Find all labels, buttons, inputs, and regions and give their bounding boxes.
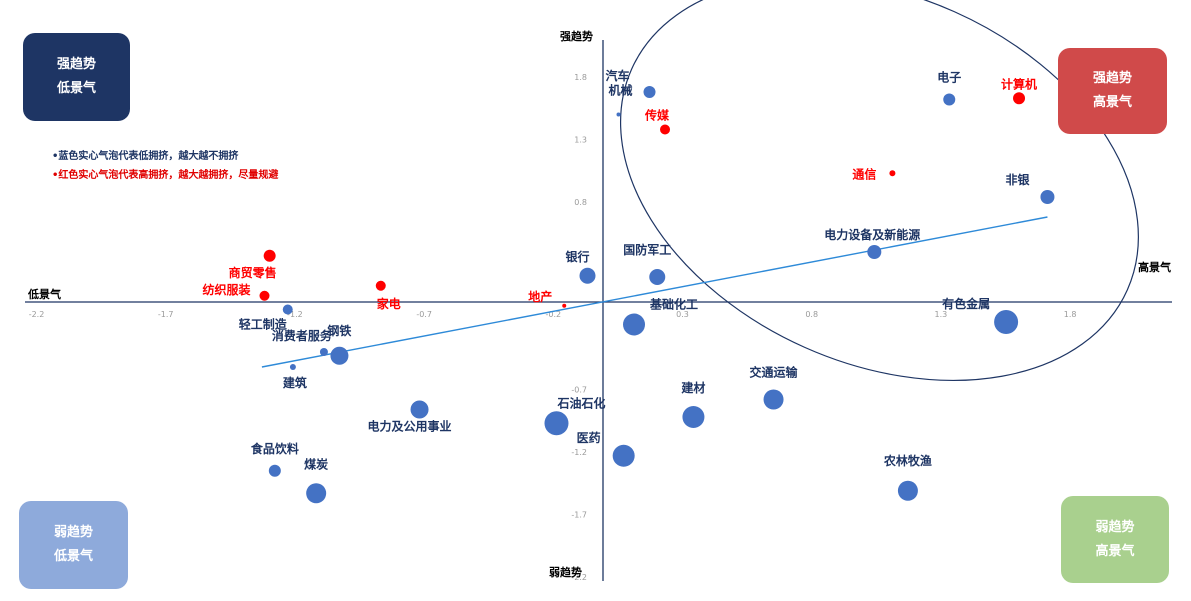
quadrant-label-line2: 高景气 bbox=[1095, 543, 1135, 559]
legend-note-red: •红色实心气泡代表高拥挤，越大越拥挤，尽量规避 bbox=[52, 170, 279, 181]
point-电子 bbox=[943, 93, 956, 106]
point-基础化工 bbox=[623, 313, 646, 336]
point-label: 有色金属 bbox=[942, 296, 990, 311]
quadrant-strong-trend-high-prosperity: 强趋势 高景气 bbox=[1058, 48, 1167, 134]
point-医药 bbox=[612, 444, 635, 467]
point-通信 bbox=[889, 170, 896, 177]
point-label: 交通运输 bbox=[750, 365, 799, 380]
point-地产 bbox=[562, 303, 567, 308]
point-钢铁 bbox=[330, 346, 349, 365]
quadrant-strong-trend-low-prosperity: 强趋势 低景气 bbox=[23, 33, 130, 121]
point-机械 bbox=[616, 112, 621, 117]
x-tick-label: -0.7 bbox=[416, 310, 432, 319]
x-tick-label: 0.8 bbox=[805, 310, 818, 319]
point-label: 计算机 bbox=[1001, 76, 1037, 91]
point-label: 家电 bbox=[377, 296, 401, 311]
point-交通运输 bbox=[763, 389, 784, 410]
point-label: 建材 bbox=[680, 380, 705, 395]
point-label: 建筑 bbox=[282, 375, 307, 390]
x-tick-label: -0.2 bbox=[546, 310, 562, 319]
point-石油石化 bbox=[544, 411, 569, 436]
quadrant-label-line1: 弱趋势 bbox=[1095, 519, 1135, 535]
point-label: 银行 bbox=[565, 249, 589, 264]
y-tick-label: -1.7 bbox=[571, 511, 587, 520]
point-label: 食品饮料 bbox=[250, 441, 299, 456]
point-商贸零售 bbox=[263, 249, 276, 262]
point-label: 电子 bbox=[937, 70, 961, 85]
point-label: 基础化工 bbox=[649, 297, 698, 312]
point-国防军工 bbox=[649, 269, 666, 285]
point-银行 bbox=[579, 267, 596, 284]
y-axis-label-bottom: 弱趋势 bbox=[549, 565, 582, 579]
point-label: 医药 bbox=[577, 430, 601, 445]
y-axis-label-top: 强趋势 bbox=[560, 29, 593, 43]
point-label: 地产 bbox=[528, 289, 552, 304]
legend-note-blue: •蓝色实心气泡代表低拥挤，越大越不拥挤 bbox=[52, 151, 239, 162]
quadrant-weak-trend-high-prosperity: 弱趋势 高景气 bbox=[1061, 496, 1169, 583]
x-tick-label: -1.7 bbox=[158, 310, 174, 319]
point-label: 消费者服务 bbox=[272, 328, 333, 343]
point-label: 传媒 bbox=[644, 108, 670, 123]
y-tick-label: -2.2 bbox=[571, 573, 587, 582]
x-tick-label: -1.2 bbox=[287, 310, 303, 319]
x-tick-label: 1.3 bbox=[935, 310, 948, 319]
point-轻工制造 bbox=[282, 304, 293, 315]
y-tick-label: -0.7 bbox=[571, 386, 587, 395]
highlight-ellipse bbox=[620, 0, 1139, 381]
point-食品饮料 bbox=[268, 464, 281, 477]
y-tick-label: -1.2 bbox=[571, 448, 587, 457]
point-label: 电力设备及新能源 bbox=[824, 227, 920, 242]
point-label: 农林牧渔 bbox=[883, 453, 932, 468]
point-电力及公用事业 bbox=[410, 400, 429, 419]
point-煤炭 bbox=[306, 483, 327, 504]
quadrant-label-line1: 强趋势 bbox=[1092, 71, 1132, 86]
point-label: 电力及公用事业 bbox=[368, 419, 452, 434]
point-label: 非银 bbox=[1005, 172, 1030, 187]
point-label: 石油石化 bbox=[556, 395, 605, 410]
point-label: 轻工制造 bbox=[239, 317, 288, 332]
point-非银 bbox=[1040, 190, 1055, 204]
point-label: 煤炭 bbox=[304, 456, 328, 471]
y-tick-label: 1.8 bbox=[574, 73, 587, 82]
quadrant-label-line2: 低景气 bbox=[53, 549, 93, 564]
point-纺织服装 bbox=[259, 290, 270, 301]
point-有色金属 bbox=[994, 310, 1019, 334]
quadrant-label-line1: 强趋势 bbox=[56, 57, 96, 72]
point-label: 钢铁 bbox=[327, 323, 351, 338]
point-电力设备及新能源 bbox=[867, 245, 882, 259]
point-label: 商贸零售 bbox=[229, 265, 277, 280]
point-label: 国防军工 bbox=[623, 242, 671, 257]
quadrant-label-line2: 高景气 bbox=[1092, 95, 1132, 110]
x-tick-label: 1.8 bbox=[1064, 310, 1077, 319]
point-label: 通信 bbox=[852, 166, 876, 181]
point-计算机 bbox=[1013, 92, 1026, 105]
point-建材 bbox=[682, 406, 705, 428]
trend-line bbox=[261, 216, 1048, 368]
point-传媒 bbox=[660, 124, 671, 135]
point-建筑 bbox=[289, 364, 296, 370]
x-axis-label-left: 低景气 bbox=[27, 287, 61, 301]
quadrant-weak-trend-low-prosperity: 弱趋势 低景气 bbox=[19, 501, 128, 589]
y-tick-label: 1.3 bbox=[574, 136, 587, 145]
point-汽车 bbox=[643, 86, 656, 98]
quadrant-label-line1: 弱趋势 bbox=[53, 525, 93, 540]
point-农林牧渔 bbox=[897, 480, 918, 501]
point-家电 bbox=[375, 280, 386, 291]
y-tick-label: 0.8 bbox=[574, 198, 587, 207]
point-消费者服务 bbox=[319, 348, 328, 356]
x-tick-label: 0.3 bbox=[676, 310, 689, 319]
quadrant-label-line2: 低景气 bbox=[56, 81, 96, 96]
point-label: 纺织服装 bbox=[202, 282, 250, 297]
x-tick-label: -2.2 bbox=[29, 310, 45, 319]
point-label: 机械 bbox=[608, 83, 632, 98]
point-label: 汽车 bbox=[605, 68, 629, 83]
x-axis-label-right: 高景气 bbox=[1138, 260, 1171, 274]
